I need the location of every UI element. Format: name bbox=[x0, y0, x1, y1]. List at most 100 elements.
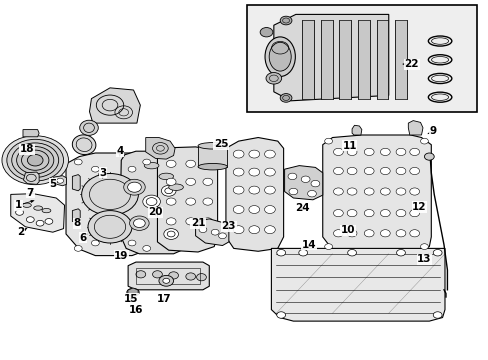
Ellipse shape bbox=[168, 184, 183, 190]
Text: 23: 23 bbox=[221, 221, 236, 231]
Polygon shape bbox=[128, 262, 209, 290]
Circle shape bbox=[395, 148, 405, 156]
Circle shape bbox=[396, 249, 405, 256]
Circle shape bbox=[324, 138, 332, 144]
Text: 20: 20 bbox=[148, 207, 163, 217]
Circle shape bbox=[380, 210, 389, 217]
Circle shape bbox=[432, 249, 441, 256]
Polygon shape bbox=[302, 20, 313, 99]
Circle shape bbox=[280, 16, 291, 25]
Circle shape bbox=[333, 188, 343, 195]
Circle shape bbox=[91, 166, 99, 172]
Text: 14: 14 bbox=[301, 240, 316, 250]
Text: 15: 15 bbox=[123, 294, 138, 304]
Circle shape bbox=[248, 226, 259, 234]
Text: 2: 2 bbox=[17, 227, 24, 237]
Ellipse shape bbox=[127, 288, 139, 296]
Polygon shape bbox=[89, 88, 140, 123]
Circle shape bbox=[203, 178, 212, 185]
Circle shape bbox=[420, 244, 427, 249]
Circle shape bbox=[185, 273, 195, 280]
Polygon shape bbox=[225, 138, 283, 251]
Circle shape bbox=[185, 160, 195, 167]
Polygon shape bbox=[198, 146, 227, 167]
Circle shape bbox=[199, 227, 206, 233]
Polygon shape bbox=[246, 5, 476, 112]
Ellipse shape bbox=[159, 173, 173, 180]
Text: 5: 5 bbox=[49, 179, 56, 189]
Polygon shape bbox=[273, 14, 388, 101]
Circle shape bbox=[7, 139, 63, 181]
Circle shape bbox=[409, 230, 419, 237]
Polygon shape bbox=[407, 121, 422, 135]
Ellipse shape bbox=[198, 163, 227, 170]
Polygon shape bbox=[23, 172, 39, 184]
Circle shape bbox=[152, 271, 162, 278]
Circle shape bbox=[81, 174, 138, 215]
Circle shape bbox=[248, 168, 259, 176]
Ellipse shape bbox=[72, 135, 96, 154]
Circle shape bbox=[159, 275, 173, 286]
Circle shape bbox=[233, 206, 244, 213]
Polygon shape bbox=[145, 138, 175, 159]
Text: 18: 18 bbox=[20, 144, 34, 154]
Circle shape bbox=[166, 160, 176, 167]
Polygon shape bbox=[66, 153, 157, 256]
Circle shape bbox=[324, 244, 332, 249]
Circle shape bbox=[74, 159, 82, 165]
Polygon shape bbox=[339, 20, 350, 99]
Text: 12: 12 bbox=[411, 202, 426, 212]
Circle shape bbox=[364, 167, 373, 175]
Polygon shape bbox=[284, 166, 322, 200]
Circle shape bbox=[129, 216, 149, 230]
Circle shape bbox=[248, 150, 259, 158]
Circle shape bbox=[142, 159, 150, 165]
Circle shape bbox=[298, 249, 307, 256]
Circle shape bbox=[27, 154, 43, 166]
Circle shape bbox=[409, 148, 419, 156]
Circle shape bbox=[380, 148, 389, 156]
Circle shape bbox=[364, 230, 373, 237]
Circle shape bbox=[346, 230, 356, 237]
Polygon shape bbox=[72, 175, 80, 191]
Circle shape bbox=[163, 229, 178, 239]
Circle shape bbox=[2, 136, 68, 185]
Circle shape bbox=[185, 178, 195, 185]
Text: 3: 3 bbox=[99, 168, 106, 178]
Ellipse shape bbox=[198, 143, 227, 149]
Polygon shape bbox=[376, 20, 387, 99]
Circle shape bbox=[307, 190, 316, 197]
Text: 11: 11 bbox=[342, 141, 356, 151]
Circle shape bbox=[347, 249, 356, 256]
Circle shape bbox=[167, 231, 175, 237]
Circle shape bbox=[163, 278, 169, 283]
Polygon shape bbox=[72, 209, 80, 223]
Text: 17: 17 bbox=[156, 294, 171, 304]
Text: 21: 21 bbox=[190, 218, 205, 228]
Circle shape bbox=[36, 220, 44, 226]
Circle shape bbox=[233, 226, 244, 234]
Polygon shape bbox=[351, 125, 361, 135]
Circle shape bbox=[333, 230, 343, 237]
Ellipse shape bbox=[144, 162, 159, 169]
Circle shape bbox=[288, 188, 297, 195]
Circle shape bbox=[123, 179, 145, 195]
Text: 19: 19 bbox=[114, 251, 128, 261]
Text: 7: 7 bbox=[26, 188, 34, 198]
Circle shape bbox=[364, 148, 373, 156]
Ellipse shape bbox=[22, 203, 31, 207]
Text: 22: 22 bbox=[404, 59, 418, 69]
Circle shape bbox=[424, 153, 433, 160]
Circle shape bbox=[420, 138, 427, 144]
Circle shape bbox=[395, 230, 405, 237]
Circle shape bbox=[166, 218, 176, 225]
Circle shape bbox=[26, 217, 34, 222]
Circle shape bbox=[287, 173, 296, 180]
Circle shape bbox=[264, 206, 275, 213]
Circle shape bbox=[128, 240, 136, 246]
Polygon shape bbox=[271, 248, 444, 321]
Circle shape bbox=[395, 188, 405, 195]
Circle shape bbox=[260, 28, 272, 37]
Ellipse shape bbox=[34, 206, 42, 210]
Circle shape bbox=[74, 246, 82, 251]
